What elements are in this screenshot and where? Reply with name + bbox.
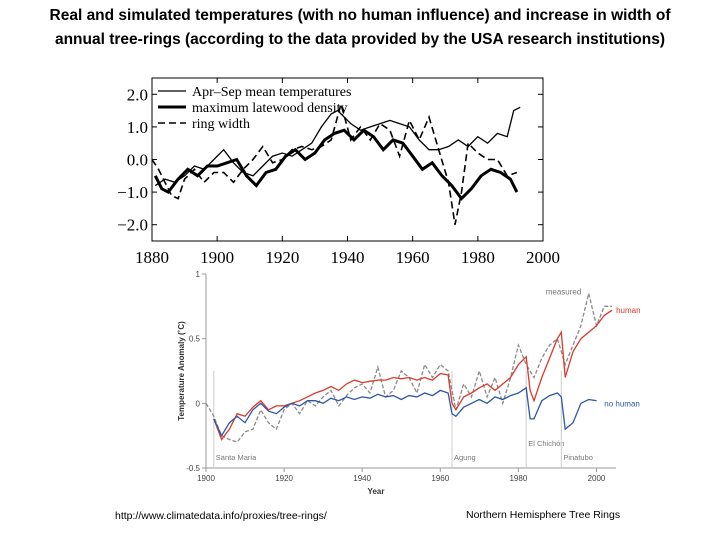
x-tick-label-1960: 1960 [396, 248, 430, 267]
volcano-label-santa-maria: Santa Maria [216, 453, 257, 462]
series-ring-width [151, 101, 518, 225]
series-measured [205, 293, 613, 443]
title-line-1: Real and simulated temperatures (with no… [49, 7, 671, 24]
legend-label-ring-width: ring width [192, 117, 250, 132]
series-label-measured: measured [546, 288, 582, 297]
series-human-influence [213, 309, 613, 441]
y-tick-label-0: -0.5 [186, 464, 200, 473]
x-tick-label-1940: 1940 [353, 474, 371, 483]
x-tick-label-1880: 1880 [135, 248, 169, 267]
footer-caption: Northern Hemisphere Tree Rings [466, 509, 621, 521]
slide-title: Real and simulated temperatures (with no… [0, 4, 720, 52]
volcano-label-pinatubo: Pinatubo [563, 453, 593, 462]
y-tick-label-4: −2.0 [117, 216, 148, 235]
y-tick-label-3: −1.0 [117, 183, 148, 202]
x-tick-label-1920: 1920 [265, 248, 299, 267]
y-axis-title: Temperature Anomaly (˚C) [177, 321, 186, 421]
x-tick-label-2000: 2000 [588, 474, 606, 483]
temperature-anomaly-chart: -0.5 0 0.5 1 1900 1920 1940 1960 1980 2000 Year Tem… [177, 270, 640, 496]
y-tick-label-0: 2.0 [127, 85, 148, 104]
volcano-label-agung: Agung [454, 453, 476, 462]
x-tick-label-1940: 1940 [331, 248, 365, 267]
y-tick-label-3: 1 [196, 270, 201, 279]
y-tick-label-1: 1.0 [127, 118, 148, 137]
legend-label-apr-sep-mean-temperatures: Apr–Sep mean temperatures [192, 85, 351, 100]
x-axis-title: Year [368, 487, 385, 496]
series-label-human-influence: human influence [616, 306, 640, 315]
x-tick-label-1960: 1960 [431, 474, 449, 483]
y-tick-label-2: 0.5 [189, 335, 201, 344]
plot-frame [151, 77, 544, 242]
x-tick-label-1920: 1920 [275, 474, 293, 483]
x-tick-label-1900: 1900 [197, 474, 215, 483]
series-apr-sep-mean-temperatures [154, 106, 521, 187]
y-tick-label-2: 0.0 [127, 151, 148, 170]
volcano-label-el-chich-n: El Chichón [528, 439, 564, 448]
legend-label-maximum-latewood-density: maximum latewood density [192, 101, 348, 116]
source-url: http://www.climatedata.info/proxies/tree… [115, 510, 327, 522]
x-tick-label-2000: 2000 [526, 248, 560, 267]
y-tick-label-1: 0 [196, 399, 201, 408]
x-tick-label-1980: 1980 [509, 474, 527, 483]
x-tick-label-1900: 1900 [200, 248, 234, 267]
tree-ring-chart: 1880 1900 1920 1940 1960 1980 2000 2.0 1.0 0.0 −1.… [117, 77, 560, 267]
series-no-human-influence [213, 386, 597, 438]
series-label-no-human-influence: no human influence [604, 399, 640, 408]
series-maximum-latewood-density [153, 128, 519, 201]
x-tick-label-1980: 1980 [461, 248, 495, 267]
title-line-2: annual tree-rings (according to the data… [54, 31, 666, 48]
